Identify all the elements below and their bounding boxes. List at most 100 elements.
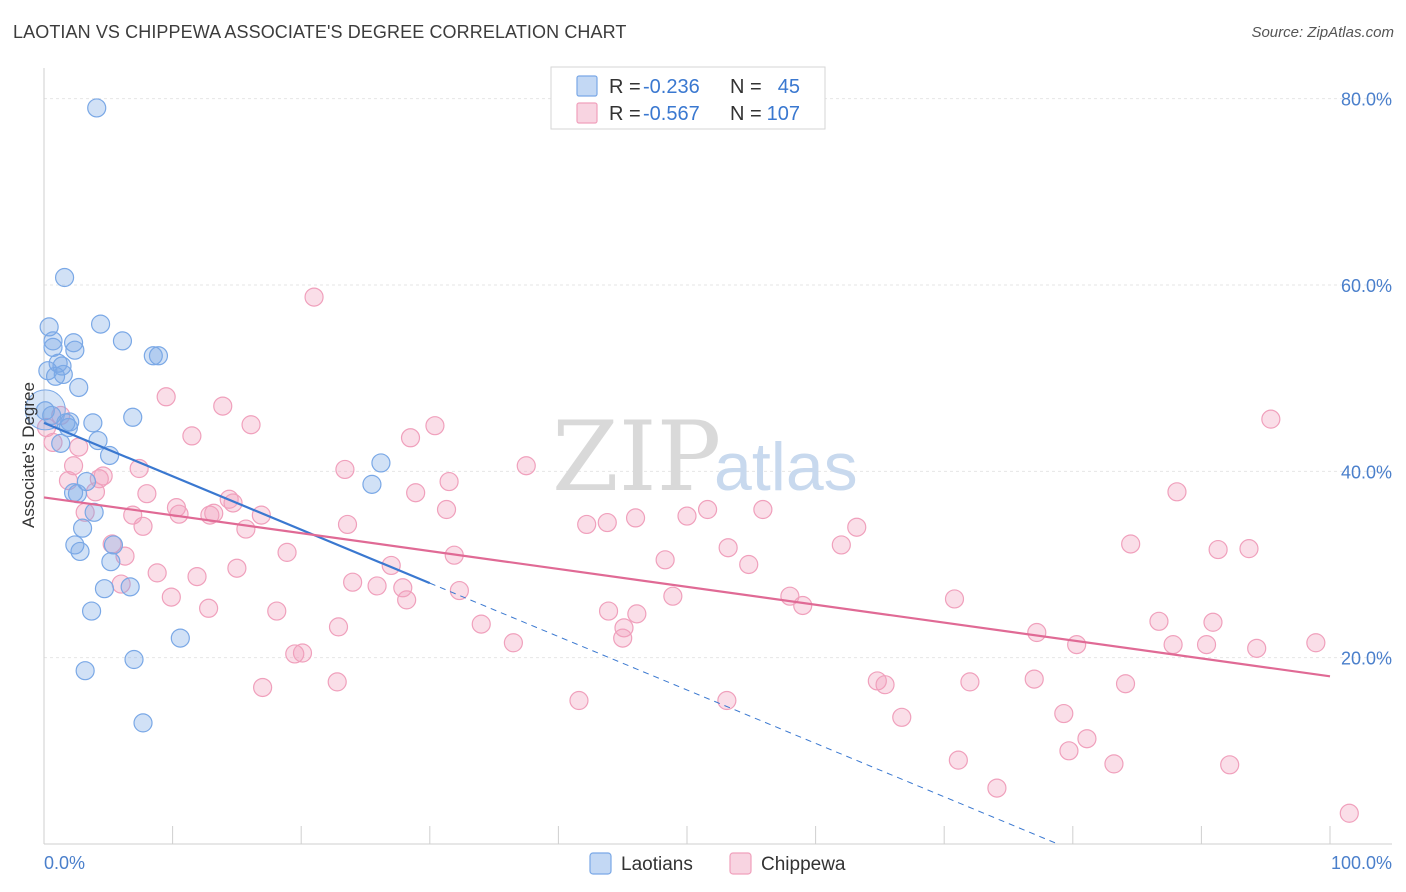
chippewa-point — [115, 546, 135, 566]
laotians-point — [43, 331, 63, 351]
chippewa-point — [1059, 741, 1079, 761]
chippewa-point — [1261, 409, 1281, 429]
chippewa-point — [987, 778, 1007, 798]
chippewa-point — [739, 554, 759, 575]
laotians-point — [53, 364, 73, 385]
laotians-point — [362, 474, 382, 494]
chippewa-point — [1067, 635, 1087, 655]
x-tick-label-min: 0.0% — [44, 853, 85, 873]
chippewa-point — [831, 535, 851, 555]
chippewa-point — [335, 459, 355, 480]
bottom-legend-label-laotians: Laotians — [621, 854, 693, 875]
laotians-point — [70, 541, 90, 562]
laotians-point — [120, 577, 140, 597]
chippewa-point — [613, 628, 633, 648]
chippewa-point — [328, 617, 349, 637]
laotians-point — [143, 346, 163, 366]
chippewa-point — [285, 644, 305, 664]
chippewa-point — [625, 508, 646, 528]
laotians-point — [45, 366, 66, 386]
watermark-zip: ZIP — [552, 401, 721, 513]
chippewa-point — [655, 550, 675, 570]
laotians-point — [124, 649, 144, 670]
chippewa-point — [156, 387, 176, 407]
laotians-point — [24, 389, 66, 431]
chippewa-point — [948, 750, 968, 770]
laotians-point — [90, 314, 111, 334]
chippewa-point — [471, 614, 491, 634]
y-tick-labels: 20.0% 40.0% 60.0% 80.0% — [1341, 90, 1392, 669]
laotians-point — [43, 337, 63, 357]
legend-swatch-laotians — [576, 75, 598, 97]
y-tick-label: 80.0% — [1341, 90, 1392, 110]
chippewa-point — [597, 512, 617, 533]
laotians-point — [371, 453, 391, 473]
chippewa-point — [241, 415, 261, 435]
chippewa-point — [875, 675, 895, 695]
laotians-point — [101, 552, 121, 572]
chippewa-point — [503, 633, 523, 653]
chippewa-point — [718, 538, 738, 558]
chippewa-point — [1306, 633, 1326, 653]
legend-n-label: N = — [730, 103, 762, 125]
bottom-legend-label-chippewa: Chippewa — [761, 854, 846, 875]
laotians-point — [83, 413, 103, 433]
chippewa-point — [63, 456, 84, 476]
chippewa-point — [169, 504, 189, 524]
laotians-point — [72, 518, 93, 538]
trend-lines — [43, 421, 1331, 845]
chippewa-point — [161, 587, 181, 607]
laotians-point — [123, 407, 143, 427]
chippewa-point — [1239, 539, 1259, 559]
y-tick-label: 20.0% — [1341, 649, 1392, 669]
chippewa-point — [367, 576, 387, 596]
chippewa-point — [43, 432, 63, 453]
chippewa-point — [1149, 611, 1169, 631]
chippewa-point — [1220, 755, 1240, 775]
chippewa-point — [960, 672, 980, 692]
chippewa-point — [793, 595, 813, 616]
chippewa-point — [147, 563, 167, 583]
y-tick-label: 40.0% — [1341, 462, 1392, 482]
laotians-point — [65, 340, 85, 360]
chippewa-point — [944, 589, 965, 609]
chippewa-point — [436, 499, 457, 520]
chippewa-point — [187, 566, 207, 587]
chippewa-point — [199, 598, 219, 618]
chippewa-point — [663, 586, 683, 606]
chippewa-point — [133, 516, 153, 536]
chippewa-point — [753, 499, 773, 520]
chippewa-point — [439, 471, 459, 492]
chippewa-point — [1115, 674, 1136, 694]
laotians-points — [24, 98, 391, 733]
chippewa-point — [697, 499, 718, 520]
chippewa-point — [1104, 754, 1124, 774]
laotians-point — [87, 98, 107, 118]
legend-r-label: R = — [609, 76, 641, 98]
laotians-trend-line — [43, 421, 431, 585]
laotians-point — [81, 601, 102, 621]
chippewa-points — [36, 287, 1359, 823]
legend-n-label: N = — [730, 76, 762, 98]
laotians-point — [103, 535, 124, 555]
chippewa-point — [400, 428, 421, 448]
laotians-point — [69, 377, 89, 398]
y-tick-label: 60.0% — [1341, 276, 1392, 296]
laotians-point — [54, 267, 75, 288]
laotians-point — [94, 579, 115, 599]
chippewa-point — [614, 618, 634, 638]
chippewa-point — [1163, 635, 1183, 655]
chippewa-point — [327, 672, 347, 692]
chippewa-trend-line — [43, 496, 1331, 678]
chippewa-point — [406, 483, 426, 503]
chippewa-point — [337, 514, 358, 535]
laotians-trend-line-extension — [429, 582, 1059, 845]
laotians-point — [63, 333, 84, 353]
chippewa-point — [1208, 539, 1228, 560]
chippewa-point — [1077, 729, 1097, 749]
bottom-legend-swatch-laotians — [589, 852, 612, 875]
x-tick-label-max: 100.0% — [1331, 853, 1392, 873]
legend-swatch-chippewa — [576, 102, 598, 124]
axes — [43, 68, 1392, 845]
